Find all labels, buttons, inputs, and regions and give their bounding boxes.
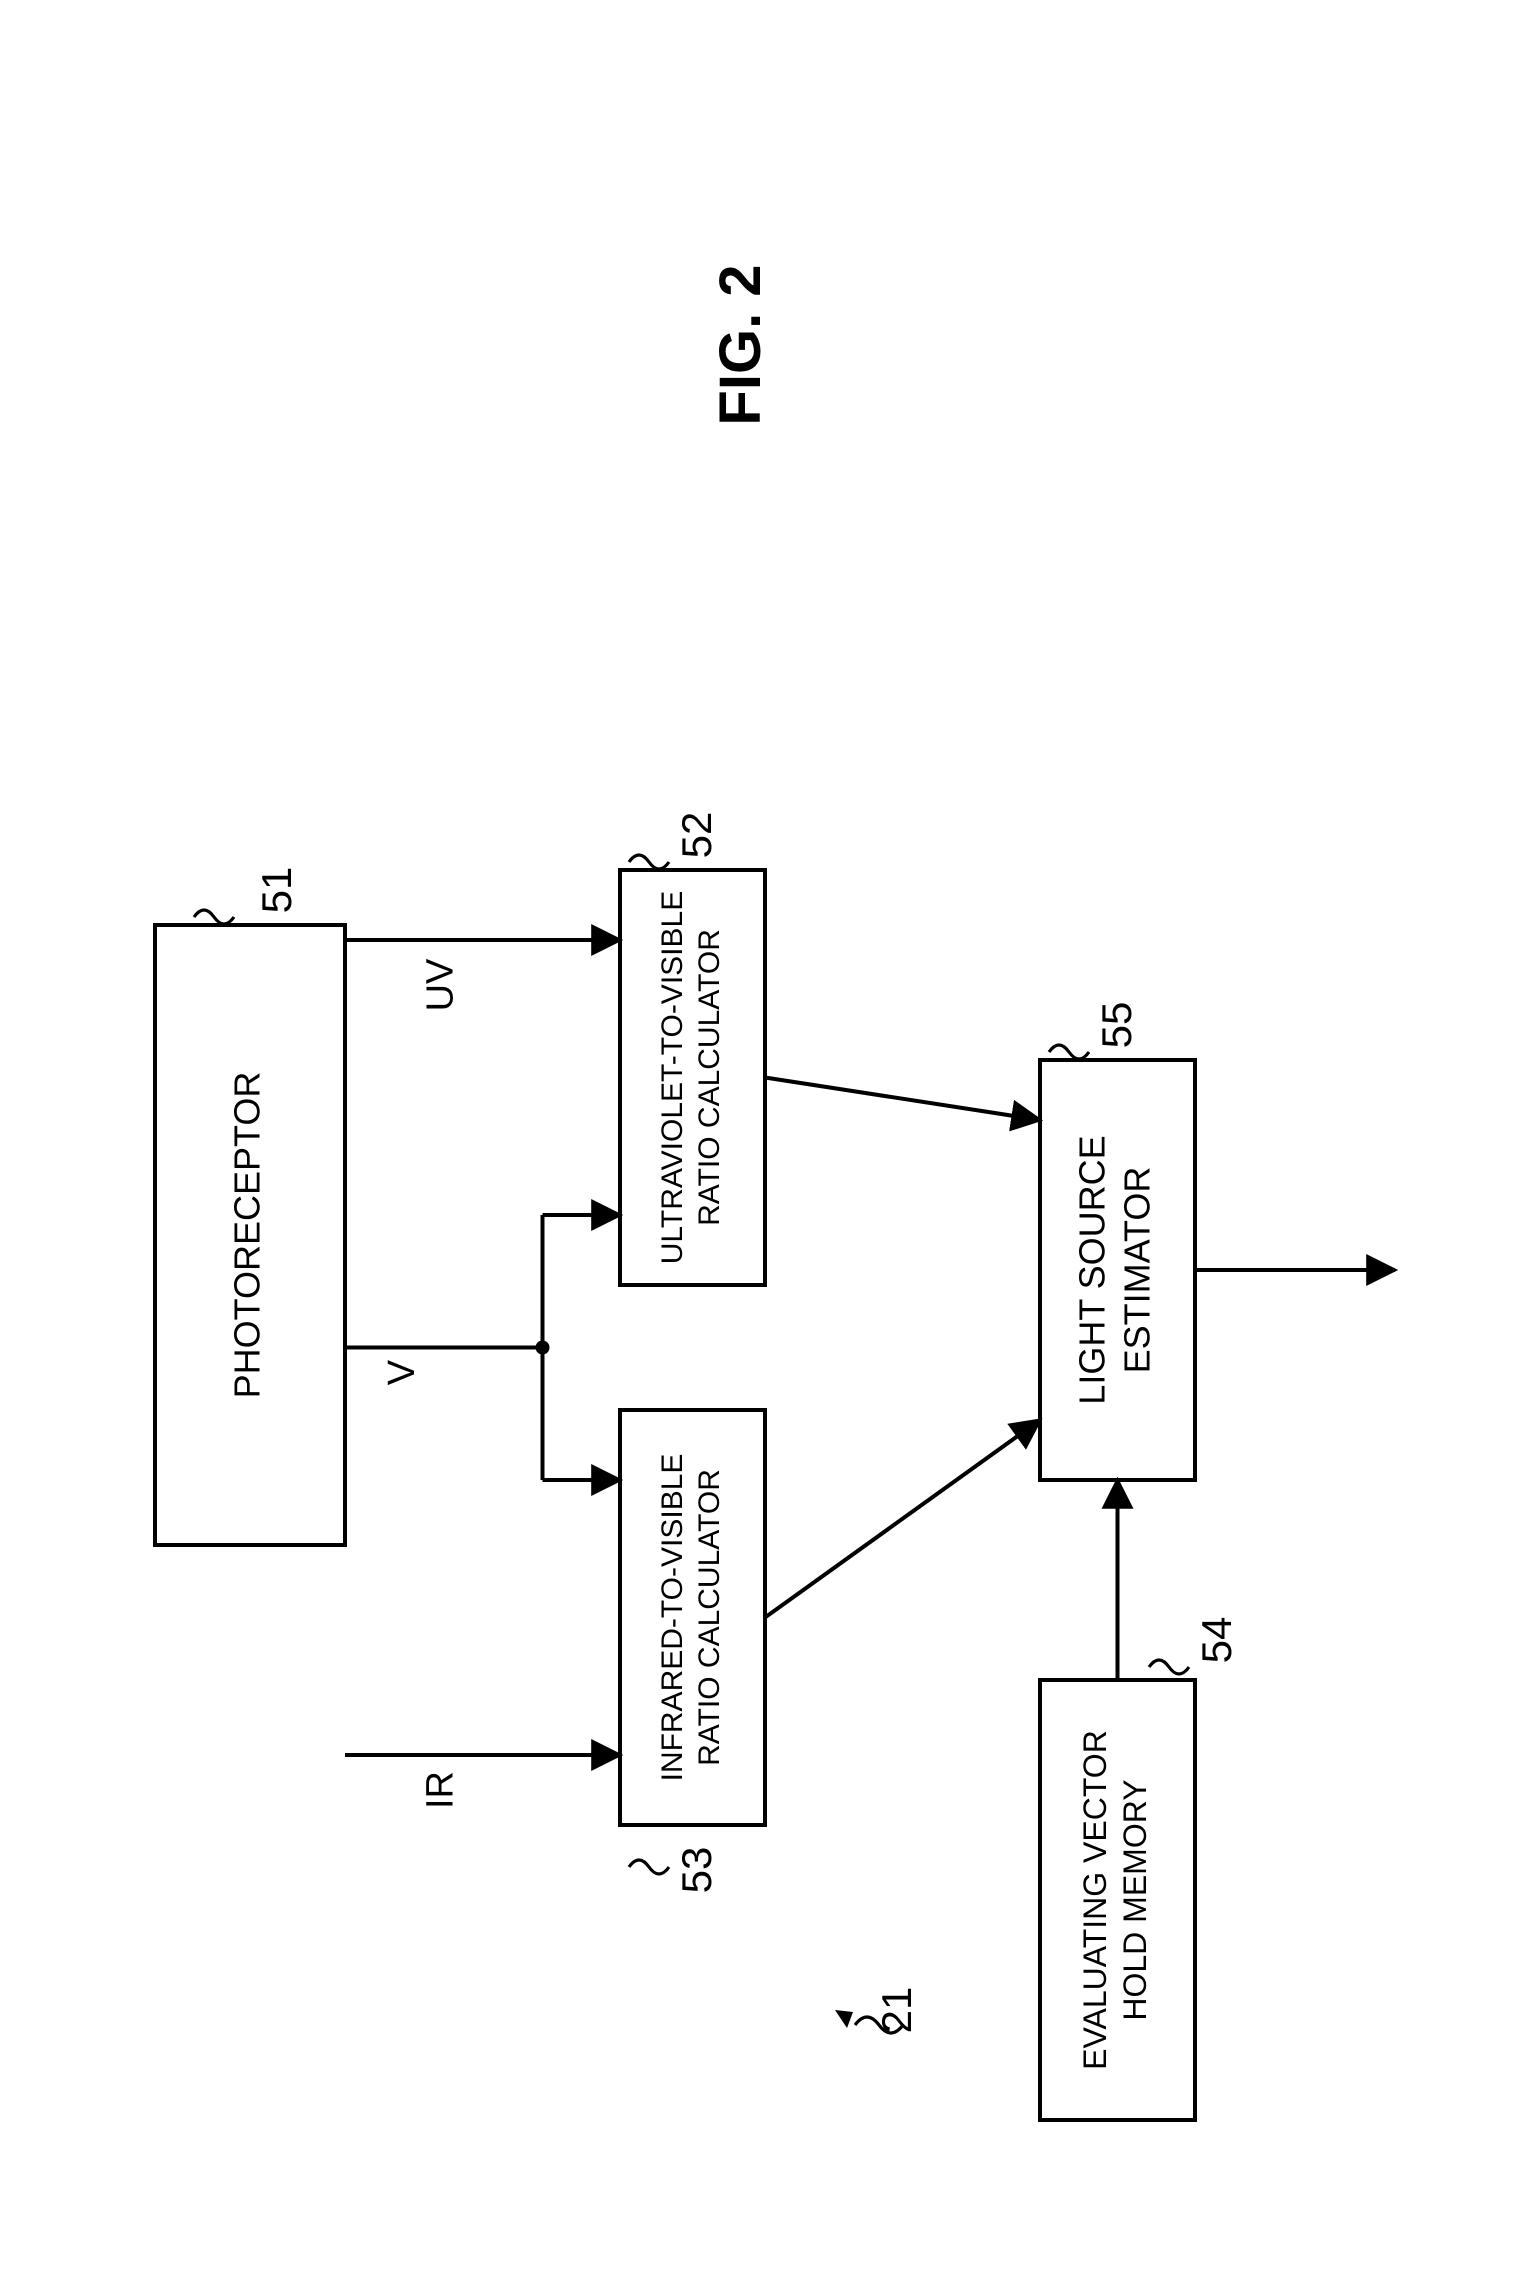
- leader-photoreceptor: [194, 910, 234, 924]
- leader-memory: [1149, 1660, 1189, 1674]
- leader-estimator: [1049, 1045, 1089, 1059]
- node-uv-calc-label-2: RATIO CALCULATOR: [693, 929, 726, 1226]
- figure-title: FIG. 2: [708, 264, 773, 425]
- signal-uv-label: UV: [420, 958, 462, 1011]
- node-ir-calc-label-1: INFRARED-TO-VISIBLE: [656, 1454, 689, 1782]
- node-estimator-label-2: ESTIMATOR: [1116, 1167, 1157, 1374]
- ref-21-arrowhead: [835, 2010, 853, 2028]
- node-memory-label-1: EVALUATING VECTOR: [1077, 1730, 1113, 2070]
- node-estimator-id: 55: [1093, 1002, 1140, 1049]
- node-photoreceptor-label: PHOTORECEPTOR: [227, 1072, 268, 1399]
- node-uv-calc-label-1: ULTRAVIOLET-TO-VISIBLE: [656, 891, 689, 1264]
- conn-uvcalc-to-estimator: [765, 1078, 1040, 1121]
- node-estimator-label-1: LIGHT SOURCE: [1072, 1135, 1113, 1404]
- conn-ircalc-to-estimator: [765, 1420, 1040, 1618]
- signal-v-label: V: [381, 1359, 423, 1385]
- leader-uv-calc: [629, 855, 669, 869]
- node-photoreceptor-id: 51: [253, 867, 300, 914]
- signal-ir-label: IR: [420, 1771, 462, 1809]
- node-uv-calc-id: 52: [673, 812, 720, 859]
- node-memory-id: 54: [1193, 1617, 1240, 1664]
- node-ir-calc-id: 53: [673, 1847, 720, 1894]
- node-ir-calc-label-2: RATIO CALCULATOR: [693, 1469, 726, 1766]
- node-memory-label-2: HOLD MEMORY: [1117, 1779, 1153, 2020]
- leader-ir-calc: [629, 1860, 669, 1874]
